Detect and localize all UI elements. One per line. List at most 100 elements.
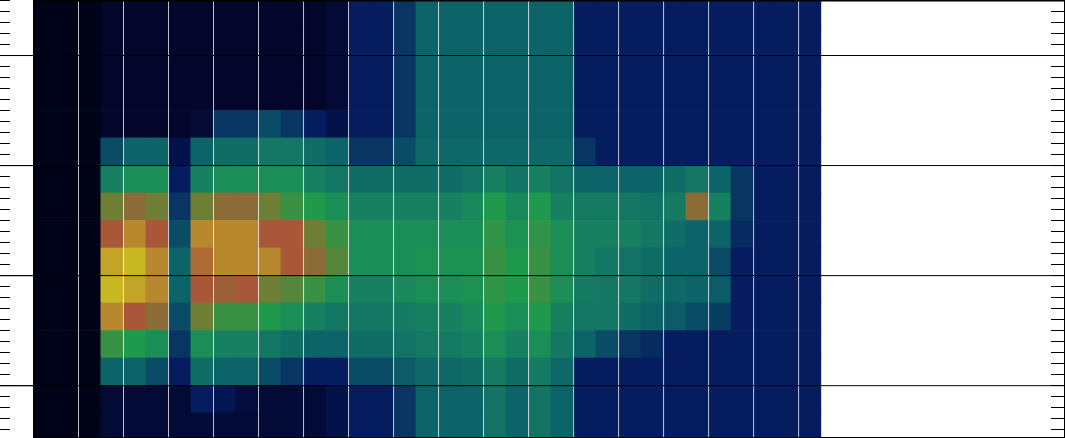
heatmap-cell <box>798 55 821 83</box>
heatmap-cell <box>618 0 641 28</box>
heatmap-cell <box>753 0 776 28</box>
grid-line <box>303 0 304 438</box>
heatmap-cell <box>168 193 191 221</box>
heatmap-cell <box>506 275 529 303</box>
heatmap-cell <box>348 358 371 386</box>
heatmap-cell <box>348 330 371 358</box>
heatmap-cell <box>798 165 821 193</box>
heatmap-cell <box>798 413 821 438</box>
heatmap-cell <box>78 55 101 83</box>
heatmap-cell <box>393 110 416 138</box>
heatmap-cell <box>416 193 439 221</box>
heatmap-cell <box>596 55 619 83</box>
heatmap-cell <box>191 303 214 331</box>
heatmap-cell <box>641 248 664 276</box>
heatmap-cell <box>123 55 146 83</box>
heatmap-cell <box>146 330 169 358</box>
heatmap-cell <box>506 248 529 276</box>
heatmap-cell <box>776 330 799 358</box>
minor-tick <box>0 143 10 144</box>
heatmap-cell <box>168 385 191 413</box>
grid-line <box>0 165 1065 166</box>
heatmap-cell <box>641 303 664 331</box>
heatmap-cell <box>753 358 776 386</box>
grid-line <box>0 385 1065 386</box>
heatmap-cell <box>798 275 821 303</box>
heatmap-cell <box>686 55 709 83</box>
minor-tick <box>0 33 10 34</box>
heatmap-cell <box>303 193 326 221</box>
heatmap-cell <box>393 303 416 331</box>
minor-tick <box>1051 154 1065 155</box>
heatmap-cell <box>258 385 281 413</box>
heatmap-cell <box>326 248 349 276</box>
heatmap-cell <box>686 248 709 276</box>
heatmap-cell <box>101 138 124 166</box>
heatmap-cell <box>506 330 529 358</box>
heatmap-cell <box>753 330 776 358</box>
heatmap-cell <box>731 0 754 28</box>
grid-line <box>483 0 484 438</box>
heatmap-cell <box>348 220 371 248</box>
heatmap-cell <box>213 0 236 28</box>
heatmap-cell <box>33 0 56 28</box>
heatmap-cell <box>551 220 574 248</box>
minor-tick <box>1051 132 1065 133</box>
heatmap-cell <box>213 248 236 276</box>
heatmap-cell <box>551 248 574 276</box>
heatmap-cell <box>123 413 146 438</box>
heatmap-cell <box>146 83 169 111</box>
heatmap-cell <box>303 55 326 83</box>
heatmap-cell <box>731 110 754 138</box>
heatmap-cell <box>371 0 394 28</box>
heatmap-cell <box>213 193 236 221</box>
heatmap-cell <box>596 0 619 28</box>
heatmap-cell <box>618 358 641 386</box>
heatmap-cell <box>393 275 416 303</box>
heatmap-cell <box>551 55 574 83</box>
heatmap-cell <box>303 83 326 111</box>
heatmap-cell <box>618 413 641 438</box>
heatmap-cell <box>393 165 416 193</box>
heatmap-cell <box>483 165 506 193</box>
tick-mark <box>1 165 34 166</box>
heatmap-cell <box>776 220 799 248</box>
heatmap-cell <box>618 28 641 56</box>
heatmap-cell <box>191 193 214 221</box>
heatmap-cell <box>371 138 394 166</box>
minor-tick <box>1051 286 1065 287</box>
heatmap-cell <box>483 303 506 331</box>
heatmap-cell <box>56 193 79 221</box>
heatmap-cell <box>191 28 214 56</box>
heatmap-cell <box>708 385 731 413</box>
heatmap-cell <box>551 0 574 28</box>
heatmap-cell <box>371 193 394 221</box>
heatmap-cell <box>416 110 439 138</box>
heatmap-cell <box>461 385 484 413</box>
heatmap-cell <box>506 55 529 83</box>
heatmap-cell <box>191 385 214 413</box>
grid-line <box>708 0 709 438</box>
heatmap-cell <box>123 358 146 386</box>
heatmap-cell <box>573 0 596 28</box>
heatmap-cell <box>708 83 731 111</box>
heatmap-cell <box>78 275 101 303</box>
heatmap-cell <box>641 110 664 138</box>
heatmap-cell <box>753 303 776 331</box>
heatmap-cell <box>56 303 79 331</box>
heatmap-cell <box>146 220 169 248</box>
tick-mark <box>1 55 34 56</box>
heatmap-cell <box>33 248 56 276</box>
minor-tick <box>1051 297 1065 298</box>
heatmap-cell <box>56 138 79 166</box>
heatmap-cell <box>303 358 326 386</box>
heatmap-cell <box>168 275 191 303</box>
heatmap-cell <box>191 138 214 166</box>
heatmap-cell <box>416 385 439 413</box>
heatmap-cell <box>371 330 394 358</box>
heatmap-cell <box>101 330 124 358</box>
minor-tick <box>0 242 10 243</box>
heatmap-cell <box>56 28 79 56</box>
heatmap-cell <box>663 55 686 83</box>
heatmap-cell <box>101 385 124 413</box>
